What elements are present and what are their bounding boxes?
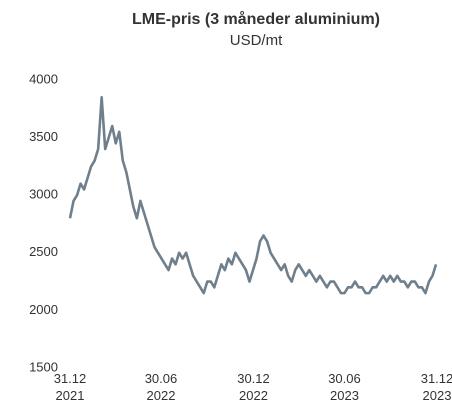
- chart-subtitle: USD/mt: [230, 32, 283, 49]
- x-tick-label: 30.06 2022: [144, 371, 178, 403]
- y-tick-label: 3000: [29, 187, 58, 202]
- chart-title: LME-pris (3 måneder aluminium): [132, 10, 380, 28]
- y-tick-label: 3500: [29, 129, 58, 144]
- x-tick-label: 30.12 2022: [237, 371, 270, 403]
- y-tick-label: 4000: [29, 71, 58, 86]
- y-tick-label: 2000: [29, 302, 58, 317]
- y-tick-label: 1500: [29, 359, 58, 374]
- price-line: [68, 95, 438, 295]
- y-tick-label: 2500: [29, 244, 58, 259]
- x-tick-label: 31.12 2021: [53, 371, 87, 403]
- x-tick-label: 31.12 2023: [420, 371, 452, 403]
- x-tick-label: 30.06 2023: [328, 371, 361, 403]
